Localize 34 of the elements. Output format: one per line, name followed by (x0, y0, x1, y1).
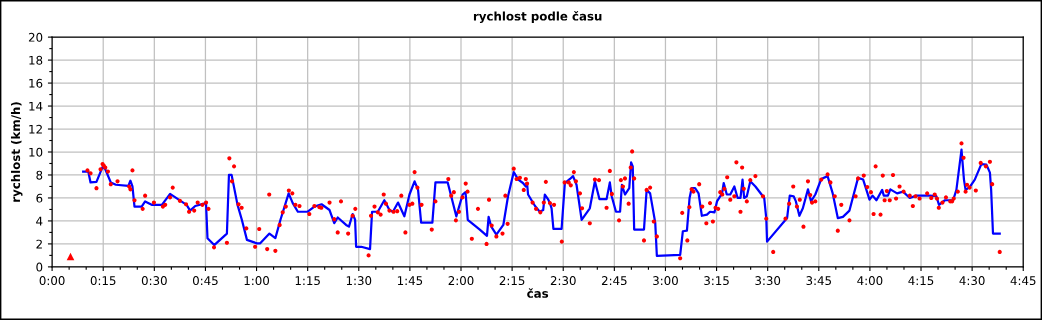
y-tick-label: 20 (28, 32, 43, 42)
x-tick-label: 1:45 (397, 276, 423, 286)
x-tick-label: 0:30 (141, 276, 167, 286)
y-tick-label: 16 (29, 78, 43, 88)
y-tick-label: 2 (36, 239, 42, 249)
y-tick-label: 0 (36, 262, 43, 272)
x-tick-label: 4:15 (908, 276, 934, 286)
y-axis-title: rychlost (km/h) (10, 102, 23, 202)
y-tick-label: 8 (36, 170, 43, 180)
x-tick-label: 0:00 (39, 276, 65, 286)
y-tick-label: 14 (29, 101, 43, 111)
x-tick-label: 2:30 (550, 276, 576, 286)
x-tick-label: 2:45 (601, 276, 627, 286)
x-tick-label: 0:15 (90, 276, 116, 286)
x-tick-label: 1:00 (244, 276, 270, 286)
y-tick-label: 12 (29, 124, 42, 134)
x-tick-label: 3:30 (755, 276, 781, 286)
y-tick-label: 6 (36, 193, 43, 203)
x-tick-label: 3:00 (653, 276, 678, 286)
y-tick-label: 10 (29, 147, 43, 157)
x-tick-label: 2:15 (499, 276, 525, 286)
y-tick-label: 4 (36, 216, 43, 226)
x-tick-label: 0:45 (192, 276, 218, 286)
x-tick-label: 2:00 (448, 276, 474, 286)
x-axis-title: čas (527, 288, 549, 298)
x-tick-label: 3:15 (704, 276, 729, 286)
x-tick-label: 4:30 (959, 276, 985, 286)
chart-title: rychlost podle času (473, 11, 602, 23)
y-tick-label: 18 (29, 55, 43, 65)
x-tick-label: 3:45 (806, 276, 832, 286)
x-tick-label: 4:00 (857, 276, 883, 286)
x-tick-label: 1:15 (295, 276, 320, 286)
x-tick-label: 4:45 (1010, 276, 1036, 286)
x-tick-label: 1:30 (346, 276, 372, 286)
